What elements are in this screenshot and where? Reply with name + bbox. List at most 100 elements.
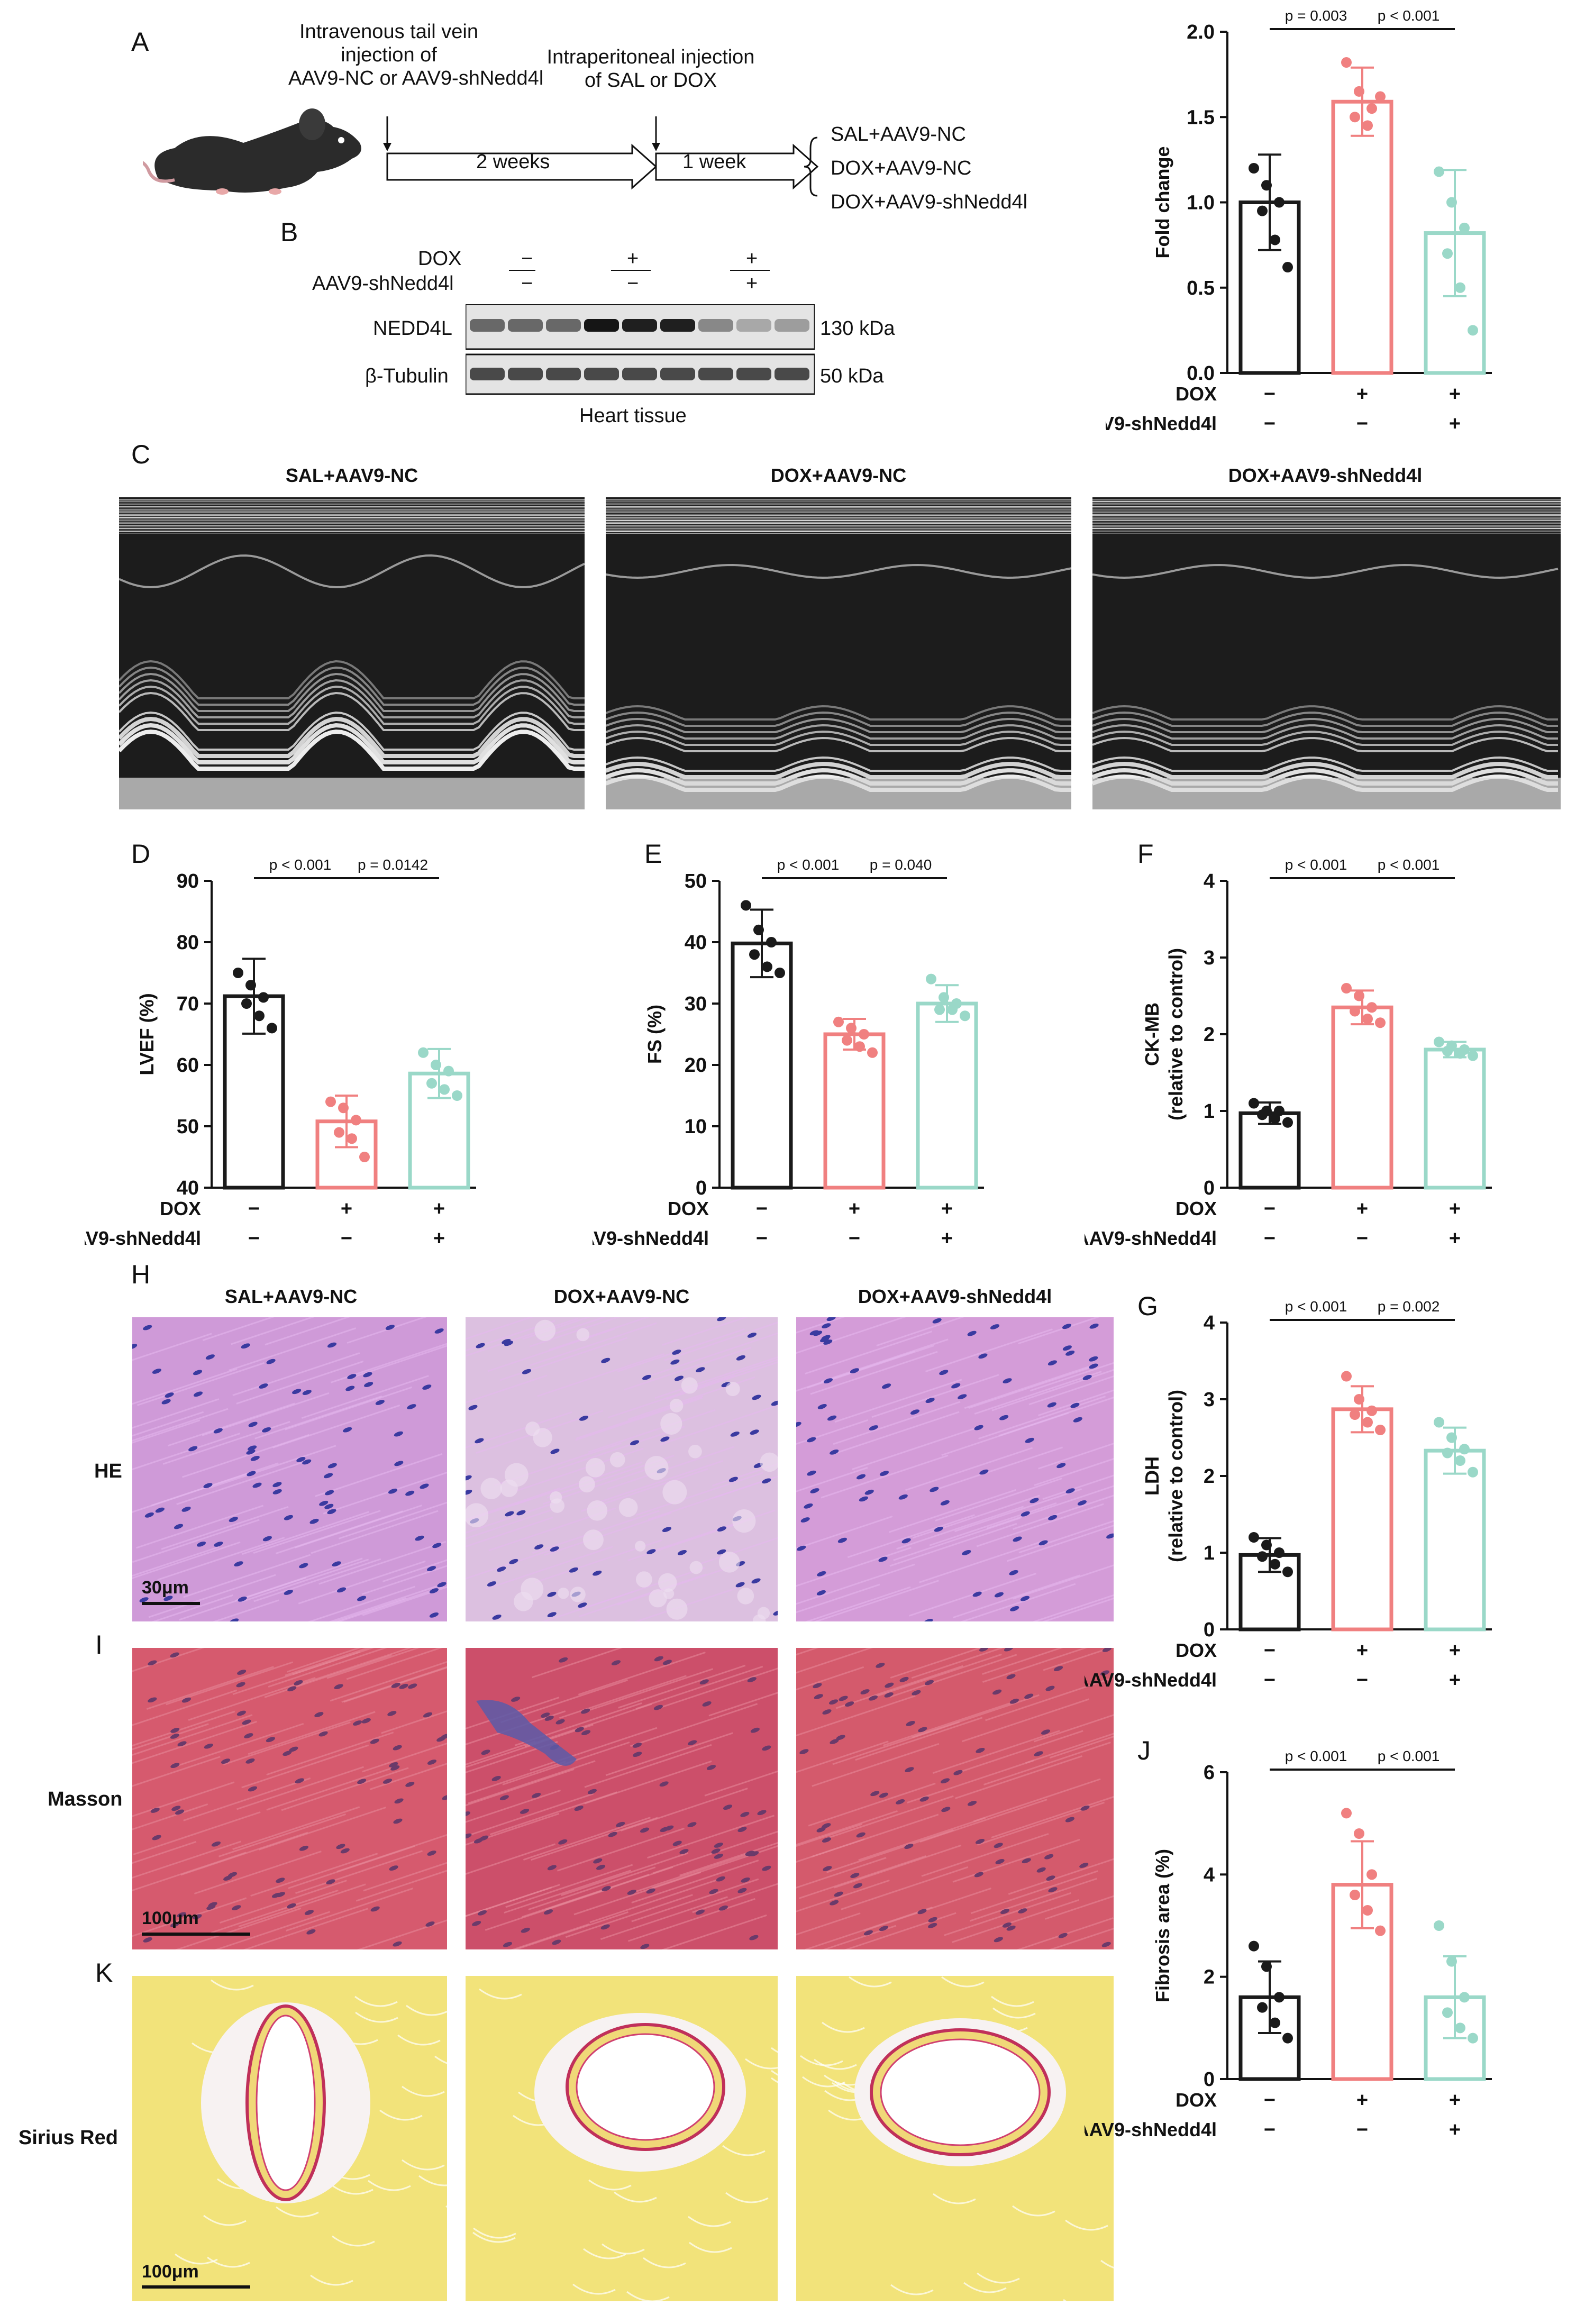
tissue-fiber <box>955 1730 1083 1774</box>
tissue-crack <box>802 2076 845 2088</box>
wb-band <box>660 368 695 380</box>
y-tick-label: 40 <box>685 932 707 954</box>
data-point <box>1350 1409 1360 1420</box>
tissue-nucleus <box>370 1738 379 1744</box>
tissue-crack <box>771 2047 778 2053</box>
tissue-fiber <box>307 1585 416 1621</box>
tissue-nucleus <box>491 1776 501 1781</box>
wb-protein-label: β-Tubulin <box>365 365 449 387</box>
tissue-fiber <box>132 1333 212 1361</box>
tissue-fiber <box>236 1766 364 1810</box>
tissue-nucleus <box>292 1389 302 1395</box>
wb-band <box>546 319 581 332</box>
tissue-nucleus <box>1041 1729 1051 1735</box>
tissue-nucleus <box>975 1838 985 1844</box>
tissue-fiber <box>796 1546 912 1587</box>
tissue-nucleus <box>642 1374 652 1380</box>
tissue-nucleus <box>730 1432 740 1437</box>
tissue-nucleus <box>306 1929 316 1935</box>
tissue-nucleus <box>863 1930 873 1936</box>
tissue-fiber <box>338 1501 447 1539</box>
data-point <box>1468 2033 1478 2044</box>
tissue-crack <box>771 2070 778 2076</box>
tissue-nucleus <box>828 1699 839 1705</box>
tissue-fiber <box>286 1888 414 1931</box>
data-point <box>1442 1447 1453 1459</box>
tissue-fiber <box>232 1806 360 1851</box>
tissue-fiber <box>1018 1317 1100 1345</box>
tissue-nucleus <box>552 1939 561 1945</box>
tissue-fiber <box>466 1374 548 1403</box>
tissue-crack <box>643 2257 686 2268</box>
tissue-nucleus <box>247 1471 256 1477</box>
tissue-fiber <box>1025 1733 1114 1764</box>
tissue-nucleus <box>662 1660 672 1665</box>
tissue-nucleus <box>723 1804 733 1810</box>
tissue-nucleus <box>262 1427 271 1433</box>
tissue-fiber <box>466 1317 579 1357</box>
p-value-label: p < 0.001 <box>1285 856 1347 873</box>
tissue-fiber <box>466 1516 553 1547</box>
tissue-crack <box>472 2231 516 2243</box>
tissue-nucleus <box>1020 1596 1030 1601</box>
tissue-fiber <box>275 1510 403 1554</box>
tissue-nucleus <box>646 1888 655 1894</box>
bar <box>1331 1005 1393 1190</box>
tissue-nucleus <box>248 1421 258 1427</box>
tissue-nucleus <box>1003 1378 1012 1383</box>
panel-label-d: D <box>131 839 151 869</box>
scalebar <box>142 1933 250 1936</box>
tissue-nucleus <box>188 1446 198 1452</box>
echo-background <box>119 497 585 809</box>
tissue-crack <box>614 2191 657 2203</box>
group-sign: − <box>1356 1227 1368 1250</box>
data-point <box>1468 325 1478 336</box>
tissue-fiber <box>254 1395 382 1439</box>
tissue-fiber <box>285 1386 413 1430</box>
tissue-nucleus <box>940 1778 950 1784</box>
data-point <box>431 1060 441 1070</box>
tissue-nucleus <box>807 1470 816 1476</box>
tissue-nucleus <box>830 1739 839 1744</box>
tissue-nucleus <box>860 1689 870 1694</box>
collagen-region <box>476 1700 577 1766</box>
data-point <box>359 1152 370 1162</box>
data-point <box>1367 1405 1377 1416</box>
data-point <box>960 1010 970 1022</box>
tissue-fiber <box>167 1402 295 1447</box>
data-point <box>1367 103 1377 114</box>
tissue-nucleus <box>389 1762 398 1767</box>
tissue-fiber <box>896 1506 1024 1550</box>
tissue-nucleus <box>276 1892 285 1898</box>
echo-wall-trace <box>606 705 1071 721</box>
tissue-nucleus <box>1009 1570 1018 1575</box>
group-sign: − <box>1264 413 1276 435</box>
tissue-vacuole <box>466 1503 489 1528</box>
tissue-nucleus <box>1058 1933 1068 1938</box>
tissue-fiber <box>466 1487 560 1521</box>
group-sign: − <box>1264 1227 1276 1250</box>
tissue-nucleus <box>581 1708 590 1714</box>
tissue-fiber <box>157 1536 285 1581</box>
tissue-fiber <box>133 1811 261 1855</box>
data-point <box>1350 1890 1360 1900</box>
wb-aav-label: AAV9-shNedd4l <box>312 272 454 295</box>
tissue-fiber <box>132 1648 205 1672</box>
tissue-nucleus <box>382 1779 393 1784</box>
tissue-fiber <box>876 1317 964 1347</box>
tissue-nucleus <box>796 1421 801 1427</box>
echo-wall-trace <box>606 711 1071 727</box>
tissue-nucleus <box>505 1511 514 1517</box>
tissue-fiber <box>964 1365 1092 1409</box>
tissue-nucleus <box>575 1727 584 1733</box>
tissue-nucleus <box>252 1482 262 1488</box>
tissue-nucleus <box>569 1567 578 1573</box>
tissue-fiber <box>586 1668 714 1712</box>
y-axis-label: Fold change <box>1152 146 1173 258</box>
tissue-fiber <box>661 1914 767 1949</box>
data-point <box>439 1084 450 1095</box>
y-tick-label: 80 <box>177 932 199 954</box>
tissue-nucleus <box>1022 1858 1031 1864</box>
p-value-label: p < 0.001 <box>1378 856 1440 873</box>
tissue-fiber <box>600 1896 728 1940</box>
